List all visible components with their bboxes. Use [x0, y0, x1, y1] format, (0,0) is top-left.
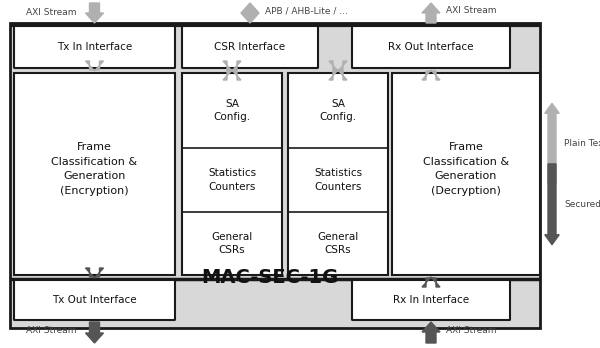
FancyBboxPatch shape [14, 280, 175, 320]
FancyArrow shape [545, 164, 559, 245]
Bar [182, 73, 282, 275]
Text: Tx Out Interface: Tx Out Interface [52, 295, 137, 305]
Text: Tx In Interface: Tx In Interface [57, 42, 132, 52]
Text: SA
Config.: SA Config. [214, 99, 251, 122]
FancyArrow shape [422, 322, 440, 343]
Text: Rx In Interface: Rx In Interface [393, 295, 469, 305]
Text: MAC-SEC-1G: MAC-SEC-1G [202, 268, 338, 287]
FancyArrow shape [545, 103, 559, 184]
Text: CSR Interface: CSR Interface [214, 42, 286, 52]
FancyArrow shape [329, 61, 347, 71]
FancyArrow shape [86, 322, 104, 343]
FancyArrow shape [241, 13, 259, 23]
FancyArrow shape [223, 70, 241, 80]
Text: AXI Stream: AXI Stream [446, 326, 497, 335]
Bar [288, 73, 388, 275]
FancyArrow shape [422, 3, 440, 23]
Text: Rx Out Interface: Rx Out Interface [388, 42, 474, 52]
FancyArrow shape [422, 70, 440, 80]
FancyArrow shape [241, 3, 259, 13]
Text: Frame
Classification &
Generation
(Decryption): Frame Classification & Generation (Decry… [423, 142, 509, 196]
FancyBboxPatch shape [352, 26, 510, 68]
FancyArrow shape [223, 61, 241, 71]
FancyArrow shape [422, 277, 440, 287]
FancyBboxPatch shape [182, 26, 318, 68]
Bar [14, 73, 175, 275]
FancyArrow shape [329, 70, 347, 80]
FancyArrow shape [86, 3, 104, 23]
Text: General
CSRs: General CSRs [211, 232, 253, 255]
FancyArrow shape [86, 61, 104, 71]
Text: AXI Stream: AXI Stream [26, 8, 77, 17]
Text: APB / AHB-Lite / ...: APB / AHB-Lite / ... [265, 6, 348, 15]
Text: Statistics
Counters: Statistics Counters [314, 168, 362, 192]
Text: Plain Text: Plain Text [564, 139, 600, 148]
Text: Statistics
Counters: Statistics Counters [208, 168, 256, 192]
Text: AXI Stream: AXI Stream [446, 6, 497, 15]
FancyArrow shape [86, 268, 104, 278]
Bar [10, 23, 540, 328]
Text: Frame
Classification &
Generation
(Encryption): Frame Classification & Generation (Encry… [52, 142, 137, 196]
FancyBboxPatch shape [352, 280, 510, 320]
Text: General
CSRs: General CSRs [317, 232, 359, 255]
Text: SA
Config.: SA Config. [319, 99, 356, 122]
FancyBboxPatch shape [14, 26, 175, 68]
Text: Secured: Secured [564, 200, 600, 209]
Text: AXI Stream: AXI Stream [26, 326, 77, 335]
Bar [392, 73, 540, 275]
